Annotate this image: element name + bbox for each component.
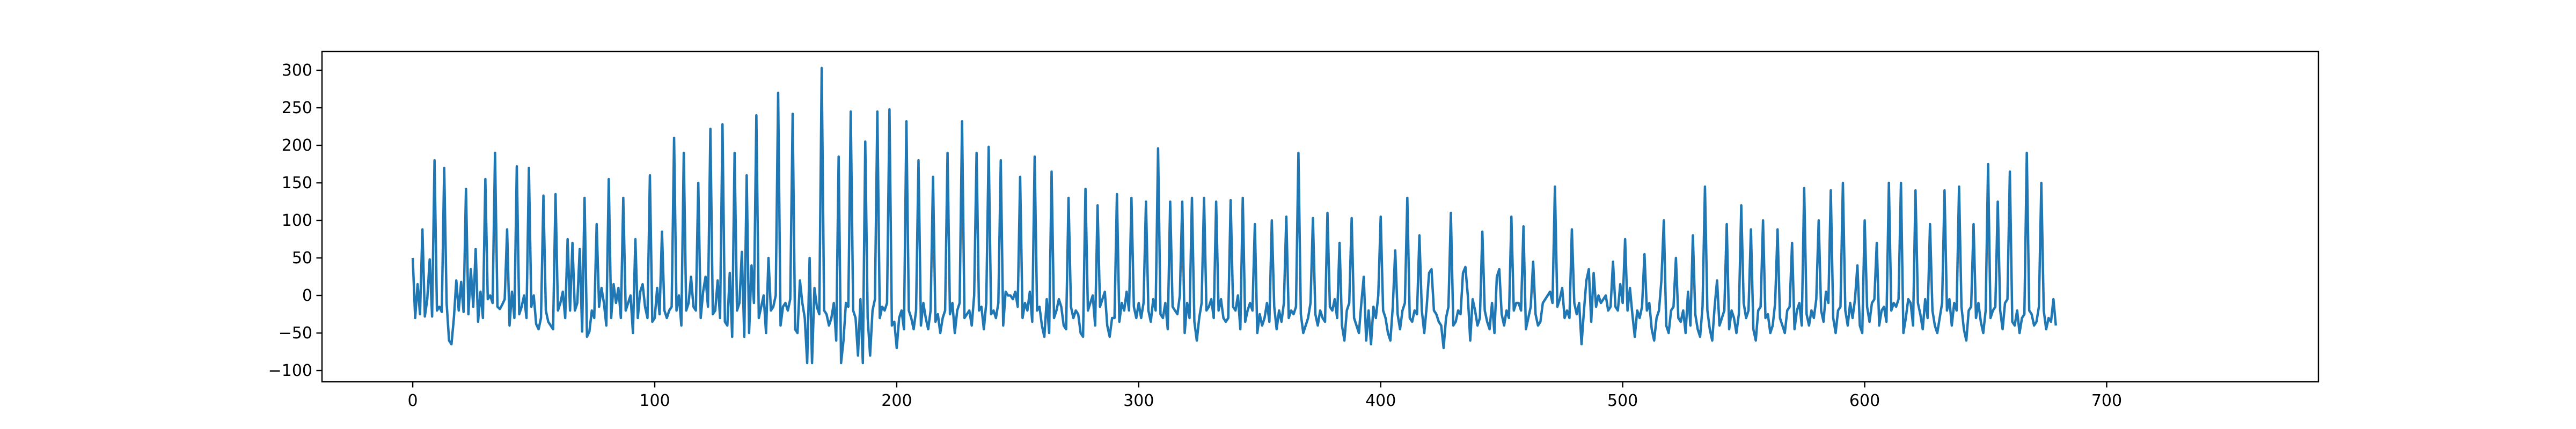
y-tick-label: −100 <box>268 361 312 380</box>
y-axis-ticks: −100 −50 0 50 100 150 200 250 300 <box>268 61 322 380</box>
y-tick-label: 200 <box>282 136 312 155</box>
y-tick-label: −50 <box>279 324 312 343</box>
y-tick-label: 300 <box>282 61 312 80</box>
x-axis-ticks: 0 100 200 300 400 500 600 700 <box>408 382 2122 410</box>
series-line-1 <box>411 66 2058 365</box>
x-tick-label: 700 <box>2091 391 2122 410</box>
x-tick-label: 600 <box>1849 391 1880 410</box>
x-tick-label: 300 <box>1123 391 1154 410</box>
y-tick-label: 0 <box>302 286 312 305</box>
x-tick-label: 100 <box>639 391 670 410</box>
y-tick-label: 50 <box>292 249 312 268</box>
plot-area <box>411 66 2058 365</box>
y-tick-label: 150 <box>282 174 312 193</box>
x-tick-label: 500 <box>1607 391 1638 410</box>
x-tick-label: 200 <box>881 391 912 410</box>
y-tick-label: 250 <box>282 99 312 117</box>
axes-frame <box>321 50 2319 383</box>
y-tick-label: 100 <box>282 211 312 230</box>
x-tick-label: 0 <box>408 391 418 410</box>
x-tick-label: 400 <box>1365 391 1396 410</box>
